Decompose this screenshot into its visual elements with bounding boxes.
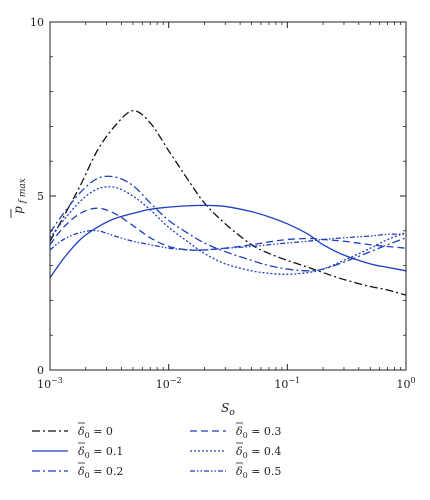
x-tick-label: 10−1 — [274, 376, 300, 391]
series-line-5 — [50, 229, 406, 251]
axes: 10−3 10−2 10−1 100 0 5 10 So p f max — [10, 16, 416, 418]
series-line-2 — [50, 175, 406, 272]
series-line-1 — [50, 204, 406, 279]
y-tick-label: 0 — [37, 364, 44, 377]
plot-frame — [49, 21, 407, 371]
series-line-4 — [50, 186, 406, 275]
series-line-3 — [50, 207, 406, 251]
legend: δ0 = 0 δ0 = 0.1 δ0 = 0.2 δ0 = 0.3 δ0 = 0.4 δ0… — [32, 422, 281, 480]
legend-label-1: δ0 = 0.1 — [78, 445, 123, 460]
x-tick-label: 100 — [396, 376, 415, 391]
series-line-0 — [50, 110, 406, 296]
legend-label-5: δ0 = 0.5 — [236, 465, 281, 480]
y-tick-label: 10 — [30, 16, 44, 29]
y-tick-label: 5 — [37, 190, 44, 203]
legend-label-4: δ0 = 0.4 — [236, 445, 281, 460]
plot-area — [50, 110, 406, 296]
legend-label-3: δ0 = 0.3 — [236, 425, 281, 440]
x-axis-title: So — [221, 401, 235, 418]
legend-label-2: δ0 = 0.2 — [78, 465, 123, 480]
svg-text:p f max: p f max — [11, 178, 28, 214]
y-axis-title: p f max — [10, 178, 28, 218]
legend-label-0: δ0 = 0 — [78, 425, 113, 440]
x-tick-label: 10−3 — [37, 376, 63, 391]
x-tick-label: 10−2 — [156, 376, 182, 391]
